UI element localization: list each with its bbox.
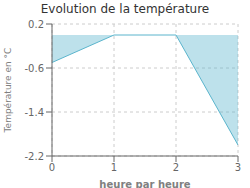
svg-text:0.2: 0.2 xyxy=(28,19,44,30)
svg-text:3: 3 xyxy=(235,162,241,173)
svg-text:-0.6: -0.6 xyxy=(24,63,44,74)
html-text:Evolution de la température: Evolution de la température xyxy=(40,2,210,16)
svg-text:heure par heure: heure par heure xyxy=(99,179,190,188)
svg-text:-2.2: -2.2 xyxy=(24,151,44,162)
svg-text:Température en °C: Température en °C xyxy=(8,48,13,134)
svg-text:2: 2 xyxy=(173,162,179,173)
svg-text:-1.4: -1.4 xyxy=(24,107,44,118)
svg-text:0: 0 xyxy=(49,162,55,173)
svg-text:1: 1 xyxy=(111,162,117,173)
